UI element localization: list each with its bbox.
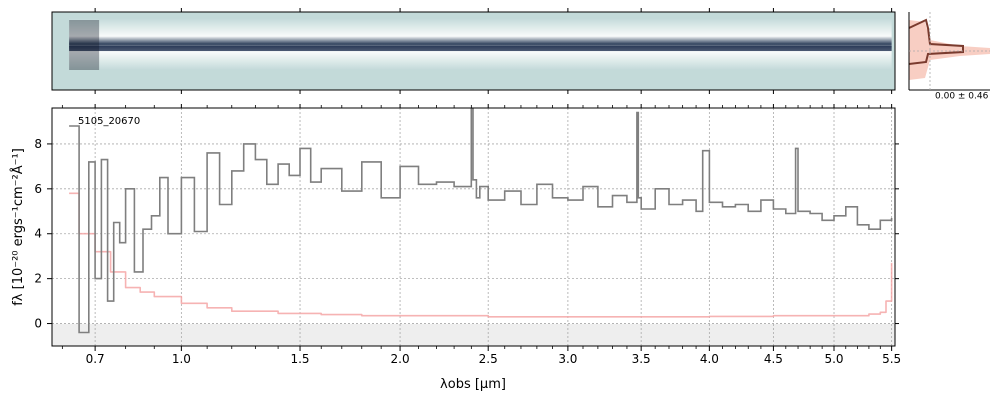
x-tick-label: 1.0: [172, 352, 191, 366]
x-tick-label: 1.5: [290, 352, 309, 366]
profile-fill-shape: [909, 20, 990, 80]
main-plot-frame: [51, 107, 896, 347]
y-axis-ticks: 0 2 4 6 8: [34, 137, 899, 331]
y-tick-label: 8: [34, 137, 42, 151]
error-series-line: [69, 192, 893, 318]
spectrum-2d-trace: [69, 18, 892, 70]
x-tick-label: 5.5: [882, 352, 901, 366]
profile-label: 0.00 ± 0.46: [935, 92, 989, 102]
x-tick-label: 2.0: [391, 352, 410, 366]
x-axis-ticks: 0.7 1.0 1.5 2.0 2.5 3.0 3.5 4.0 4.5 5.0 5.5: [61, 104, 901, 366]
x-tick-label: 5.0: [824, 352, 843, 366]
x-axis-label: λobs [μm]: [440, 377, 506, 392]
spectrum-2d-ticks: [94, 8, 893, 94]
zero-band: [52, 324, 895, 346]
x-tick-label: 4.0: [700, 352, 719, 366]
y-axis-label: fλ [10⁻²⁰ ergs⁻¹cm⁻²Å⁻¹]: [10, 148, 26, 306]
spectrum-2d-band: [69, 18, 892, 70]
spectrum-2d-core: [69, 46, 892, 51]
spectrum-2d-frame: [51, 11, 896, 91]
y-tick-label: 0: [34, 317, 42, 331]
x-tick-label: 4.5: [764, 352, 783, 366]
x-tick-label: 0.7: [86, 352, 105, 366]
object-id-label: 5105_20670: [78, 116, 140, 127]
y-tick-label: 2: [34, 272, 42, 286]
x-tick-label: 3.0: [558, 352, 577, 366]
spectrum-2d-noise-edge: [69, 20, 100, 70]
spectrum-2d-panel: [51, 8, 896, 94]
profile-line: [908, 18, 964, 65]
y-tick-label: 6: [34, 182, 42, 196]
flux-series-line: [69, 108, 893, 334]
y-tick-label: 4: [34, 227, 42, 241]
x-tick-label: 2.5: [479, 352, 498, 366]
profile-panel: 0.00 ± 0.46: [908, 12, 990, 102]
profile-fill: [909, 20, 990, 80]
main-plot: 0.7 1.0 1.5 2.0 2.5 3.0 3.5 4.0 4.5 5.0 5.5 02468 …: [10, 104, 901, 392]
x-tick-label: 3.5: [632, 352, 651, 366]
